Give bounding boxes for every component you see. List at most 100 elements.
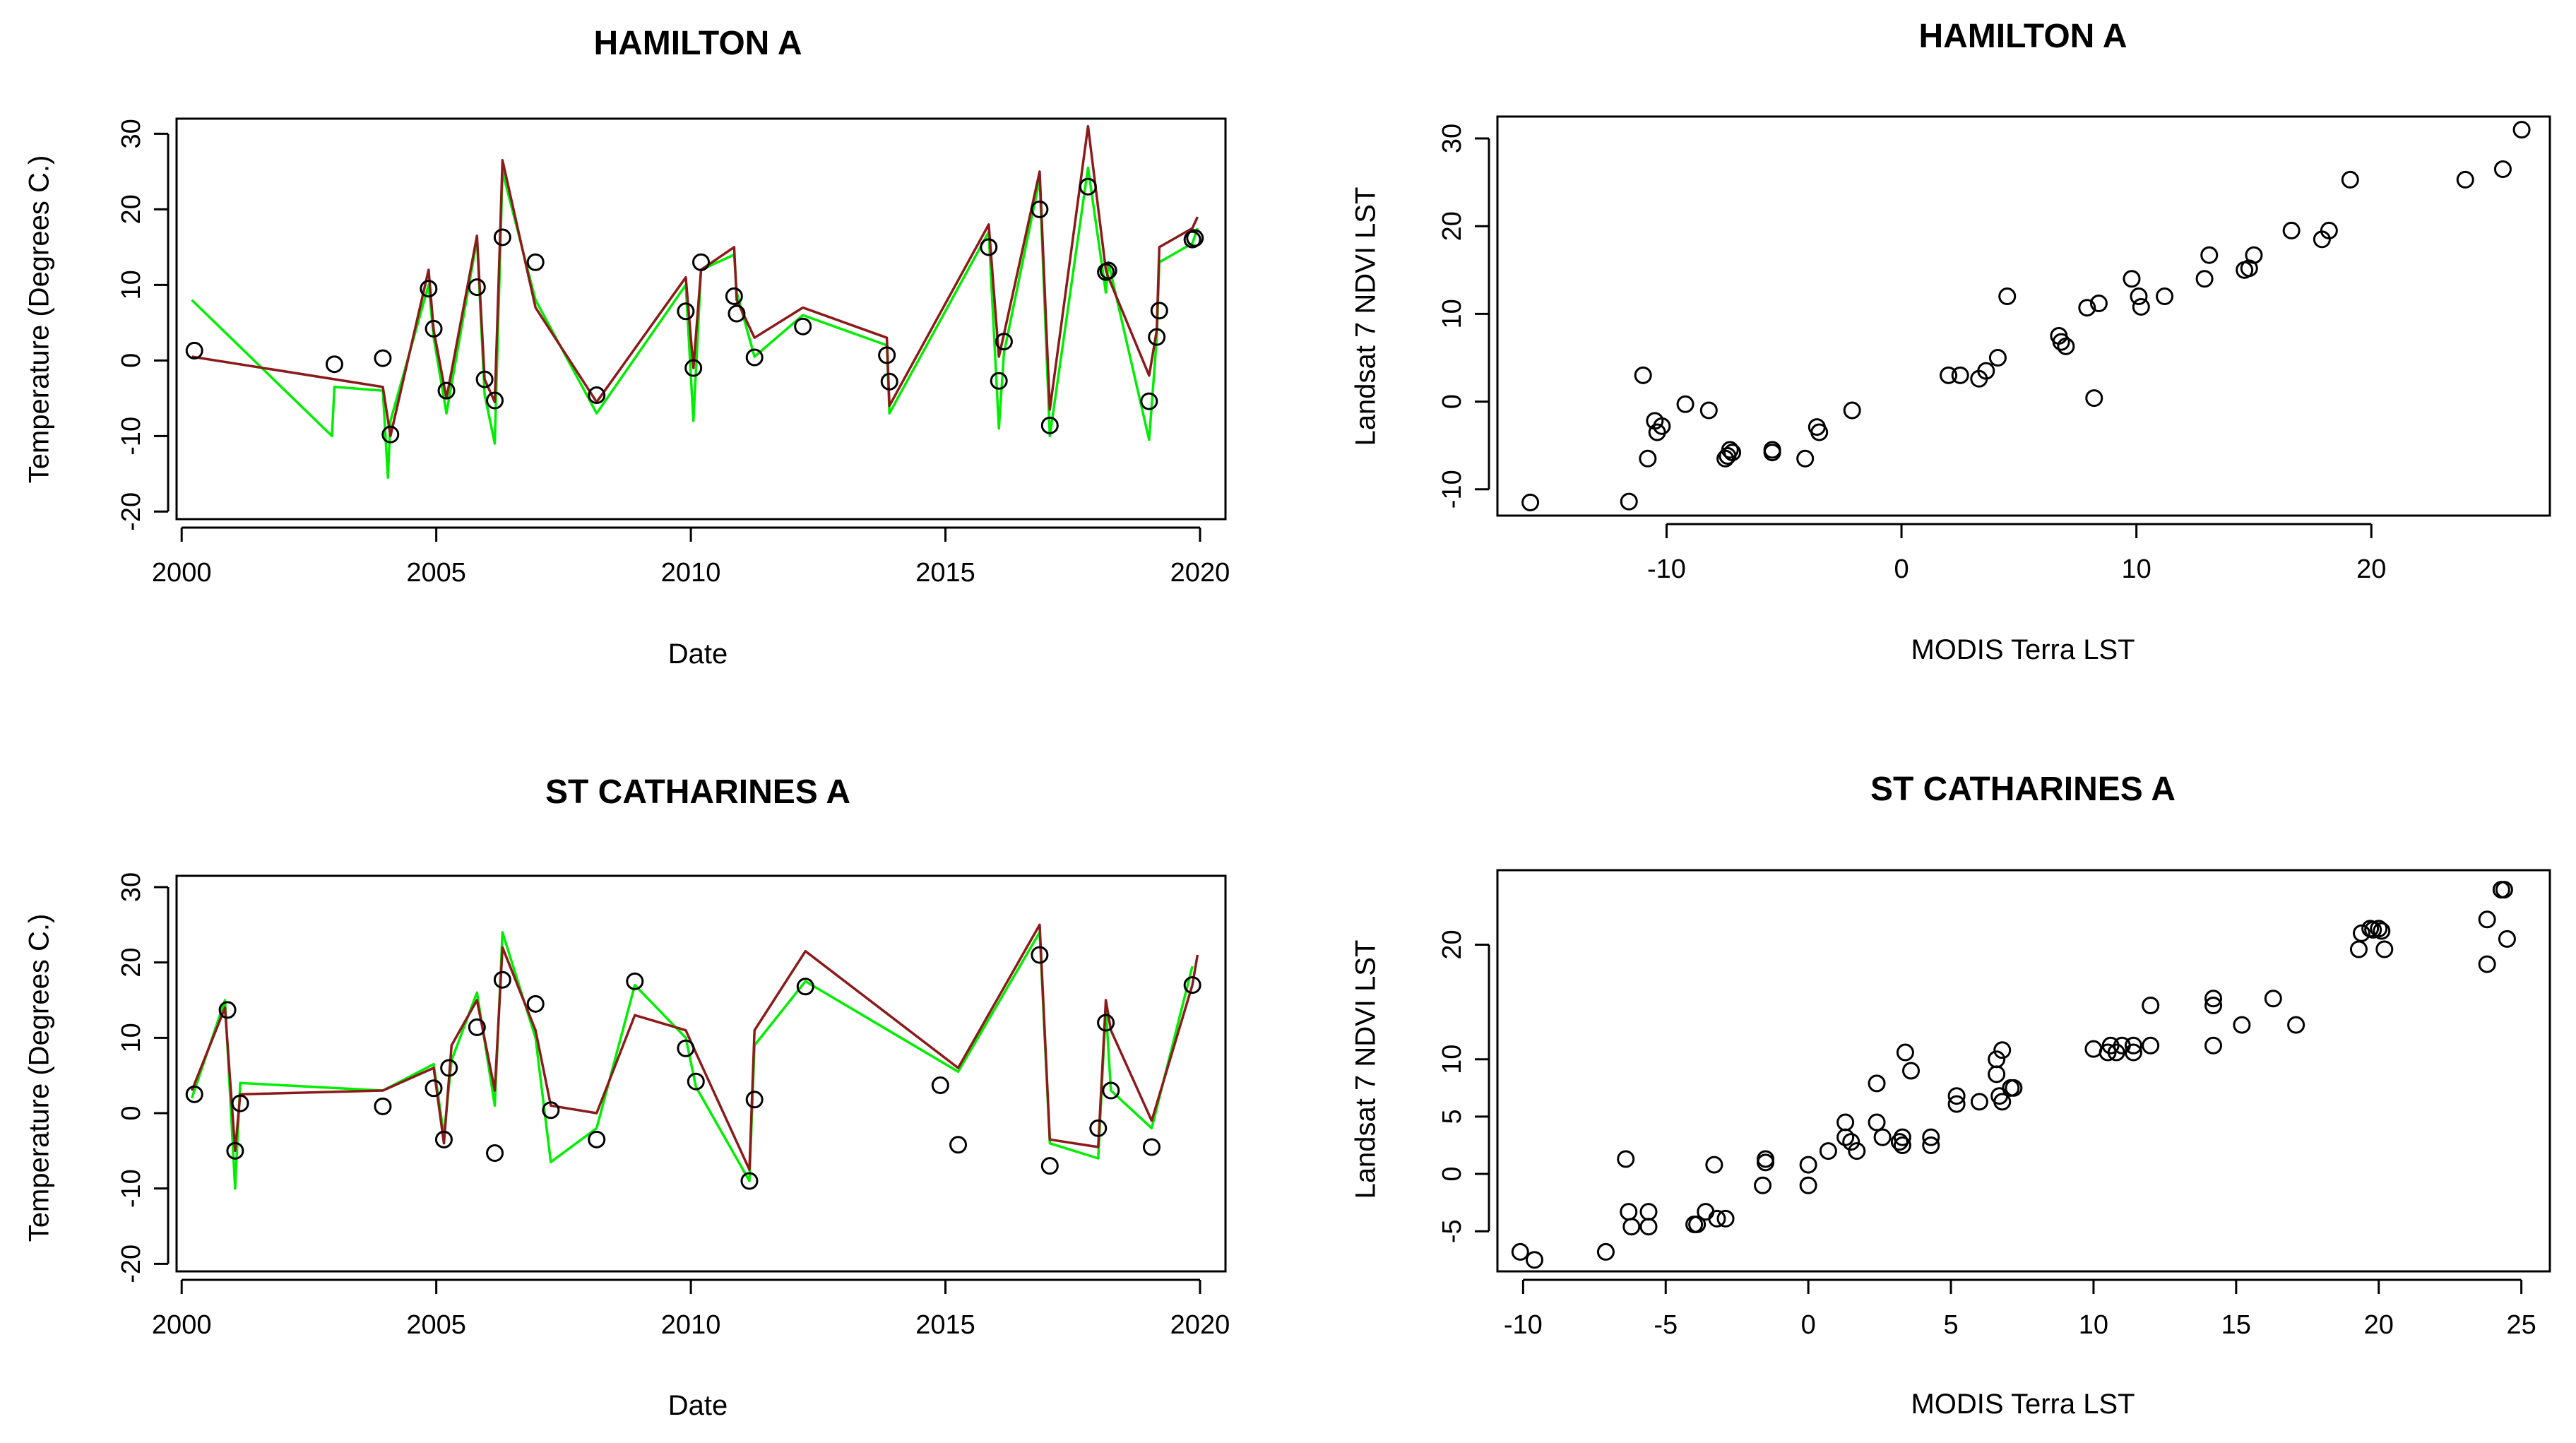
- data-point: [692, 253, 710, 271]
- x-axis: 2000 2005 2010 2015 2020: [152, 1278, 1230, 1340]
- data-point: [880, 372, 898, 391]
- data-point: [2204, 1036, 2223, 1055]
- series-line-landsat-7-ndvi-lst: [190, 923, 1199, 1171]
- plot-sc-hamilton: -10 0 10 20 -10 0 10 20 30: [1437, 115, 2551, 584]
- data-point: [2493, 160, 2512, 179]
- data-point: [1653, 417, 1671, 435]
- data-point: [1902, 1062, 1921, 1080]
- data-point: [2282, 221, 2301, 239]
- x-tick-label: 0: [1894, 554, 1909, 584]
- data-point: [2195, 270, 2214, 288]
- plot-sc-stcath: -10 -5 0 5 10 15 20 25 -5 0 5 10 20: [1437, 869, 2551, 1340]
- x-tick-label: 20: [2356, 554, 2386, 584]
- x-axis-label: MODIS Terra LST: [1911, 1389, 2135, 1420]
- data-point: [2349, 940, 2368, 958]
- data-point: [374, 1097, 392, 1115]
- data-point: [1796, 449, 1815, 468]
- data-point: [231, 1094, 249, 1112]
- x-tick-label: 15: [2221, 1310, 2251, 1340]
- data-point: [1836, 1113, 1855, 1132]
- plot-frame: [175, 117, 1227, 521]
- data-point: [1031, 200, 1049, 218]
- data-point: [437, 381, 456, 400]
- y-tick-label: -20: [117, 492, 146, 531]
- data-point: [1721, 441, 1739, 459]
- data-point: [1868, 1113, 1886, 1132]
- data-point: [745, 1091, 764, 1109]
- data-point: [1148, 328, 1166, 346]
- data-point: [2341, 170, 2359, 189]
- data-point: [185, 341, 203, 360]
- x-tick-label: 2000: [152, 558, 212, 588]
- data-point: [1620, 1203, 1638, 1221]
- x-tick-label: 2020: [1170, 1310, 1230, 1340]
- y-axis: -20 -10 0 10 20 30: [117, 872, 170, 1283]
- data-point: [2264, 990, 2282, 1008]
- data-point: [1819, 1142, 1837, 1160]
- data-point: [1617, 1150, 1635, 1168]
- data-point: [1102, 1081, 1120, 1100]
- data-point: [2130, 287, 2148, 306]
- data-point: [1596, 1242, 1615, 1261]
- x-axis: -10 -5 0 5 10 15 20 25: [1504, 1278, 2536, 1340]
- data-point: [1097, 1014, 1115, 1032]
- data-point: [684, 359, 703, 377]
- data-point: [1723, 444, 1742, 462]
- data-point: [2370, 920, 2388, 938]
- data-point: [440, 1059, 458, 1077]
- data-point: [990, 372, 1008, 390]
- y-axis: -5 0 5 10 20: [1437, 930, 1490, 1243]
- data-point: [2512, 121, 2531, 139]
- data-point: [980, 238, 998, 256]
- data-point: [2089, 294, 2108, 312]
- plot-ts-stcath: 2000 2005 2010 2015 2020 -20 -10 0 10 20 30: [117, 872, 1230, 1340]
- data-point: [434, 1130, 453, 1148]
- data-point: [1977, 362, 1995, 380]
- series-points-stations: [1521, 121, 2531, 511]
- data-point: [1521, 493, 1540, 511]
- plot-ts-hamilton: 2000 2005 2010 2015 2020 -20 -10 0 10 20 30: [117, 117, 1230, 588]
- data-point: [2352, 924, 2370, 942]
- data-point: [425, 319, 443, 338]
- data-point: [2456, 170, 2474, 189]
- data-point: [1893, 1128, 1911, 1146]
- y-tick-label: 5: [1437, 1109, 1467, 1124]
- data-point: [1843, 401, 1861, 420]
- data-point: [1099, 261, 1117, 280]
- y-tick-label: 30: [1437, 124, 1467, 153]
- data-point: [1940, 366, 1958, 384]
- data-point: [1525, 1251, 1543, 1269]
- data-point: [1988, 348, 2007, 367]
- data-point: [1639, 449, 1657, 468]
- data-point: [1893, 1136, 1911, 1154]
- data-point: [2375, 940, 2394, 958]
- data-point: [2123, 270, 2141, 288]
- y-tick-label: 10: [1437, 1045, 1467, 1074]
- data-point: [1988, 1050, 2006, 1069]
- x-tick-label: 10: [2122, 554, 2151, 584]
- data-point: [185, 1085, 203, 1103]
- data-point: [2142, 1036, 2160, 1055]
- data-point: [526, 994, 545, 1013]
- data-point: [226, 1141, 244, 1160]
- data-point: [1183, 976, 1201, 994]
- data-point: [1150, 302, 1168, 320]
- data-point: [2320, 221, 2338, 239]
- data-point: [486, 1144, 504, 1163]
- chart-title: HAMILTON A: [1918, 18, 2127, 55]
- data-point: [1951, 366, 1969, 384]
- data-point: [2085, 389, 2103, 408]
- data-point: [725, 287, 743, 305]
- y-tick-label: -5: [1437, 1219, 1467, 1243]
- series-line-landsat-7-ndvi-lst: [191, 124, 1199, 438]
- y-tick-label: 20: [117, 948, 146, 978]
- data-point: [2245, 246, 2263, 264]
- data-point: [1922, 1128, 1940, 1146]
- data-point: [1998, 287, 2017, 306]
- y-tick-label: 0: [117, 353, 146, 368]
- data-point: [425, 1079, 443, 1098]
- data-point: [2204, 996, 2223, 1014]
- x-tick-label: 20: [2364, 1310, 2394, 1340]
- data-point: [949, 1136, 968, 1154]
